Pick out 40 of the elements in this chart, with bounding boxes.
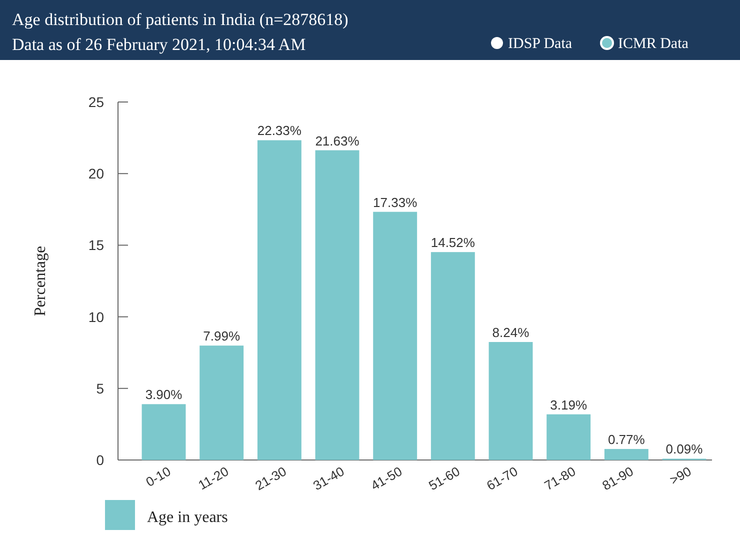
bar <box>488 342 533 460</box>
y-tick-label: 5 <box>96 380 104 396</box>
x-tick-label: >90 <box>667 464 694 488</box>
x-tick-label: 0-10 <box>143 464 174 490</box>
y-axis-title: Percentage <box>32 246 49 316</box>
y-tick-label: 0 <box>96 452 104 468</box>
data-label: 3.90% <box>145 387 183 402</box>
y-tick-label: 15 <box>88 237 104 254</box>
data-label: 0.09% <box>666 442 704 457</box>
bar <box>430 252 475 460</box>
data-label: 22.33% <box>257 123 302 138</box>
data-label: 3.19% <box>550 397 588 412</box>
data-label: 0.77% <box>608 432 646 447</box>
bar <box>604 448 648 460</box>
legend-label: Age in years <box>147 509 228 526</box>
y-tick-label: 25 <box>88 94 104 110</box>
data-label: 21.63% <box>315 133 360 148</box>
x-tick-label: 11-20 <box>196 464 232 493</box>
x-tick-label: 71-80 <box>542 464 578 494</box>
y-tick-label: 20 <box>88 166 104 182</box>
text: IDSP Data <box>508 36 572 52</box>
data-label: 17.33% <box>373 194 418 210</box>
y-tick-label: 10 <box>88 308 104 325</box>
text: ICMR Data <box>618 36 689 52</box>
x-tick-label: 41-50 <box>368 464 405 494</box>
bar <box>257 140 302 460</box>
chart-title: Age distribution of patients in India (n=2878618) <box>12 10 348 29</box>
data-label: 8.24% <box>492 325 530 340</box>
bar <box>142 404 186 460</box>
chart-subtitle: Data as of 26 February 2021, 10:04:34 AM <box>12 35 306 54</box>
x-tick-label: 61-70 <box>484 464 520 494</box>
bar <box>200 346 244 460</box>
x-tick-label: 31-40 <box>310 464 347 494</box>
bar <box>315 150 360 460</box>
bar <box>373 212 418 460</box>
data-label: 14.52% <box>430 235 476 250</box>
bar <box>546 414 591 460</box>
x-tick-label: 81-90 <box>600 464 636 494</box>
x-tick-label: 51-60 <box>426 464 462 494</box>
data-label: 7.99% <box>203 328 240 344</box>
